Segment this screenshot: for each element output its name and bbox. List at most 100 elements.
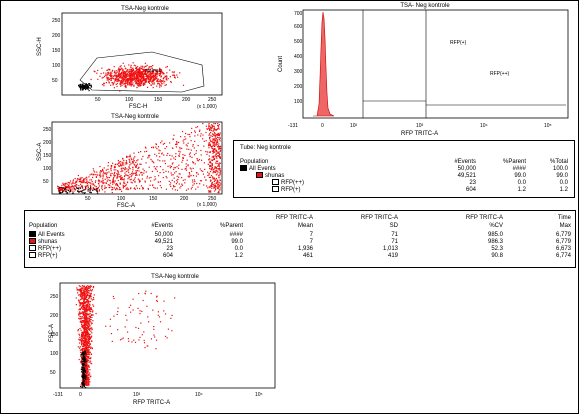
scatter-dot [83,380,86,382]
scatter-dot [125,80,127,82]
stats-row[interactable]: All Events 50,000 #### 7 71 985.0 6,779 [29,231,573,239]
stats-row[interactable]: RFP(+) 604 1.2 461 419 90.8 6,774 [29,252,573,260]
scatter-dot [81,349,83,351]
scatter-dot [84,290,86,293]
scatter-dot [187,133,189,135]
scatter-dot [158,181,160,183]
stats-header-channel: RFP TRITC-A [360,215,398,221]
scatter-dot [138,174,140,176]
scatter-dot [171,188,174,190]
scatter-dot [145,68,147,70]
scatter-dot [158,75,160,77]
scatter-dot [59,188,61,190]
scatter-dot [88,384,90,386]
tube-row[interactable]: shunas 49,521 99.0 99.0 [240,172,570,180]
stats-row[interactable]: RFP(++) 23 0.0 1,936 1,013 52.3 6,673 [29,245,573,253]
scatter-dot [81,366,83,368]
scatter-dot [85,359,87,361]
scatter-dot [121,161,123,163]
scatter-dot [212,125,214,127]
scatter-dot [139,181,141,183]
scatter-dot [164,147,166,150]
scatter-dot [86,303,88,305]
scatter-dot [88,352,90,354]
scatter-dot [83,87,85,89]
scatter-dot [101,189,104,191]
scatter-dot [85,320,87,322]
scatter-dot [87,317,89,319]
scatter-dot [88,297,91,299]
scatter-dot [187,175,189,177]
scatter-dot [148,166,150,168]
plot4-xtick: 10⁴ [195,392,203,398]
scatter-dot [131,182,133,184]
tube-row[interactable]: RFP(++) 23 0.0 0.0 [240,179,570,187]
scatter-dot [178,176,180,178]
scatter-dot [214,141,216,143]
scatter-dot [61,187,63,189]
scatter-dot [64,188,66,190]
scatter-dot [87,357,89,359]
scatter-dot [211,127,213,129]
tube-row[interactable]: All Events 50,000 #### 100.0 [240,165,570,173]
scatter-dot [151,81,153,83]
scatter-dot [89,285,92,287]
scatter-dot [66,183,68,185]
plot1-gate-polygon[interactable] [79,51,205,93]
scatter-dot [122,77,125,79]
scatter-dot [88,345,90,347]
scatter-dot [130,66,132,68]
scatter-dot [104,191,106,193]
scatter-dot [119,84,121,86]
scatter-dot [174,158,176,160]
scatter-dot [122,73,124,75]
stats-row[interactable]: shunas 49,521 99.0 7 71 986.3 6,779 [29,238,573,246]
scatter-dot [169,76,171,78]
scatter-dot [80,306,83,308]
scatter-dot [185,163,187,165]
scatter-dot [151,78,153,80]
scatter-dot [209,164,211,167]
scatter-dot [107,69,109,71]
scatter-dot [161,140,163,142]
scatter-dot [90,290,92,292]
scatter-dot [77,346,79,348]
scatter-dot [182,140,184,142]
scatter-dot [91,347,93,349]
scatter-dot [81,190,83,192]
scatter-dot [102,76,104,79]
scatter-dot [76,289,78,291]
scatter-dot [83,385,86,387]
scatter-dot [112,77,114,79]
scatter-dot [79,311,81,313]
scatter-dot [119,77,121,79]
scatter-dot [167,328,169,330]
scatter-dot [81,334,83,336]
scatter-dot [76,179,78,181]
tube-row[interactable]: RFP(+) 604 1.2 1.2 [240,186,570,194]
scatter-dot [156,80,158,82]
scatter-dot [183,142,185,144]
scatter-dot [98,190,100,192]
scatter-dot [83,350,85,352]
scatter-dot [82,87,84,90]
scatter-dot [82,291,85,293]
scatter-dot [81,379,83,381]
plot2-title: TSA- Neg kontrole [400,3,450,9]
scatter-dot [87,190,89,192]
stats-row-parent: 0.0 [234,246,243,252]
scatter-dot [90,360,92,362]
scatter-dot [216,155,219,157]
scatter-dot [127,83,129,85]
scatter-dot [124,80,126,82]
scatter-dot [125,68,127,70]
scatter-dot [138,75,140,77]
plot1-xlabel: FSC-H [129,104,147,110]
scatter-dot [151,70,153,72]
scatter-dot [219,134,221,136]
scatter-dot [112,188,114,190]
scatter-dot [121,176,123,179]
scatter-dot [85,85,87,87]
scatter-dot [101,77,103,79]
scatter-dot [143,74,145,76]
